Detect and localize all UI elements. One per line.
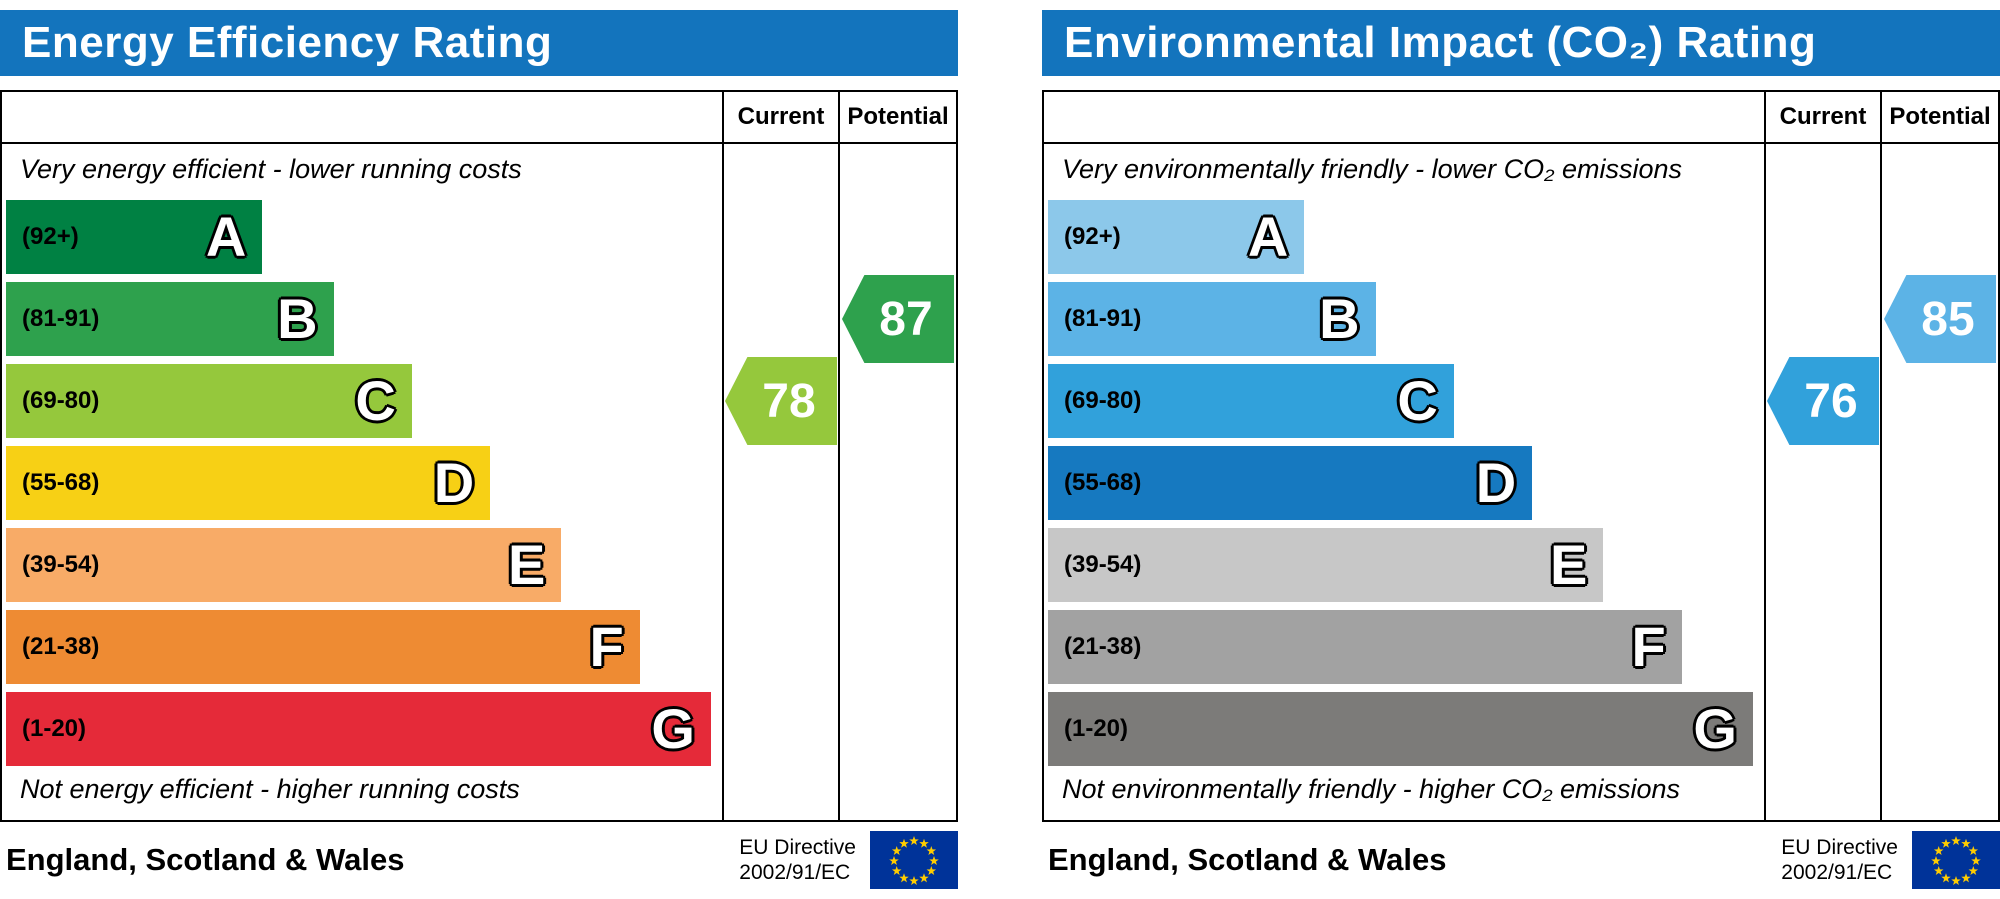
band-letter: C bbox=[355, 369, 396, 432]
band-range-label: (55-68) bbox=[1064, 469, 1142, 496]
band-letter: D bbox=[433, 451, 475, 514]
current-rating-value: 76 bbox=[1804, 374, 1858, 428]
band-letter: F bbox=[589, 615, 624, 678]
band-range-label: (1-20) bbox=[22, 715, 87, 742]
band-b: (81-91) B bbox=[1048, 282, 1376, 356]
band-letter: A bbox=[205, 205, 247, 268]
band-range-label: (55-68) bbox=[22, 469, 100, 496]
band-range-label: (81-91) bbox=[1064, 305, 1142, 332]
band-range-label: (39-54) bbox=[22, 551, 100, 578]
band-range-label: (69-80) bbox=[22, 387, 100, 414]
chart-title: Energy Efficiency Rating bbox=[22, 18, 553, 67]
band-range-label: (69-80) bbox=[1064, 387, 1142, 414]
band-letter: G bbox=[651, 697, 695, 760]
chart-footer: England, Scotland & Wales EU Directive 2… bbox=[1042, 828, 2000, 892]
band-letter: C bbox=[1397, 369, 1438, 432]
band-b: (81-91) B bbox=[6, 282, 334, 356]
band-range-label: (39-54) bbox=[1064, 551, 1142, 578]
column-header-potential: Potential bbox=[847, 103, 949, 130]
band-c: (69-80) C bbox=[1048, 364, 1454, 438]
environmental-impact-chart: Environmental Impact (CO₂) Rating Curren… bbox=[1042, 0, 2000, 899]
current-rating-value: 78 bbox=[762, 374, 816, 428]
top-note: Very environmentally friendly - lower CO… bbox=[1062, 154, 1682, 184]
potential-rating-value: 87 bbox=[879, 292, 933, 346]
band-g: (1-20) G bbox=[6, 692, 711, 766]
band-g: (1-20) G bbox=[1048, 692, 1753, 766]
column-header-potential: Potential bbox=[1889, 103, 1991, 130]
band-letter: B bbox=[1319, 287, 1360, 350]
energy-efficiency-chart: Energy Efficiency Rating Current Potenti… bbox=[0, 0, 958, 899]
eu-flag-icon bbox=[870, 831, 958, 889]
potential-rating-indicator: 87 bbox=[842, 275, 954, 363]
column-divider bbox=[722, 92, 724, 820]
rating-table: Current Potential Very environmentally f… bbox=[1042, 90, 2000, 822]
band-d: (55-68) D bbox=[6, 446, 491, 520]
band-range-label: (21-38) bbox=[1064, 633, 1142, 660]
column-header-current: Current bbox=[1779, 103, 1867, 130]
bottom-note: Not environmentally friendly - higher CO… bbox=[1062, 774, 1681, 804]
band-letter: F bbox=[1631, 615, 1666, 678]
column-divider bbox=[838, 92, 840, 820]
chart-title-bar: Energy Efficiency Rating bbox=[0, 10, 958, 76]
band-a: (92+) A bbox=[6, 200, 263, 274]
bottom-note: Not energy efficient - higher running co… bbox=[20, 774, 520, 804]
current-rating-indicator: 78 bbox=[725, 357, 837, 445]
column-divider bbox=[1880, 92, 1882, 820]
band-e: (39-54) E bbox=[1048, 528, 1604, 602]
band-range-label: (1-20) bbox=[1064, 715, 1129, 742]
eu-directive-text: EU Directive 2002/91/EC bbox=[1781, 835, 1898, 884]
header-separator bbox=[2, 142, 956, 144]
rating-bands: (92+) A (81-91) B (69-80) C (55-68) D (39-54) E (2… bbox=[1048, 200, 1760, 774]
band-letter: G bbox=[1693, 697, 1737, 760]
band-f: (21-38) F bbox=[1048, 610, 1682, 684]
chart-title-bar: Environmental Impact (CO₂) Rating bbox=[1042, 10, 2000, 76]
current-rating-indicator: 76 bbox=[1767, 357, 1879, 445]
band-d: (55-68) D bbox=[1048, 446, 1533, 520]
potential-rating-value: 85 bbox=[1921, 292, 1975, 346]
eu-directive-text: EU Directive 2002/91/EC bbox=[739, 835, 856, 884]
region-label: England, Scotland & Wales bbox=[1048, 842, 1447, 877]
band-range-label: (92+) bbox=[22, 223, 79, 250]
region-label: England, Scotland & Wales bbox=[6, 842, 405, 877]
header-separator bbox=[1044, 142, 1998, 144]
band-letter: E bbox=[508, 533, 546, 596]
potential-rating-indicator: 85 bbox=[1884, 275, 1996, 363]
band-range-label: (92+) bbox=[1064, 223, 1121, 250]
band-c: (69-80) C bbox=[6, 364, 412, 438]
top-note: Very energy efficient - lower running co… bbox=[20, 154, 522, 184]
band-e: (39-54) E bbox=[6, 528, 562, 602]
rating-table: Current Potential Very energy efficient … bbox=[0, 90, 958, 822]
band-letter: E bbox=[1550, 533, 1588, 596]
band-range-label: (81-91) bbox=[22, 305, 100, 332]
band-letter: B bbox=[277, 287, 318, 350]
column-header-current: Current bbox=[737, 103, 825, 130]
band-letter: A bbox=[1247, 205, 1289, 268]
chart-title: Environmental Impact (CO₂) Rating bbox=[1064, 18, 1817, 67]
column-divider bbox=[1764, 92, 1766, 820]
chart-footer: England, Scotland & Wales EU Directive 2… bbox=[0, 828, 958, 892]
band-a: (92+) A bbox=[1048, 200, 1305, 274]
band-letter: D bbox=[1475, 451, 1517, 514]
band-range-label: (21-38) bbox=[22, 633, 100, 660]
rating-bands: (92+) A (81-91) B (69-80) C (55-68) D (39-54) E (2… bbox=[6, 200, 718, 774]
eu-flag-icon bbox=[1912, 831, 2000, 889]
band-f: (21-38) F bbox=[6, 610, 640, 684]
